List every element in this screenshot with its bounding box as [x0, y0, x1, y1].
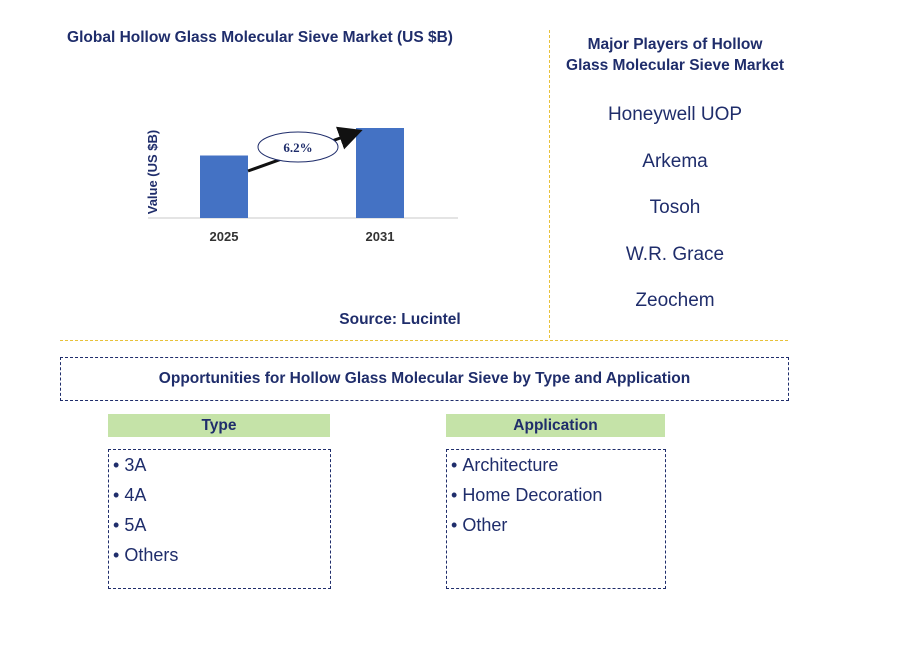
source-note: Source: Lucintel [339, 311, 461, 328]
y-axis-label: Value (US $B) [145, 130, 160, 215]
application-list: Architecture Home Decoration Other [447, 450, 665, 544]
type-list-box: 3A 4A 5A Others [108, 449, 331, 589]
cagr-ellipse [257, 131, 339, 163]
type-item: 4A [113, 484, 330, 514]
players-title-line2: Glass Molecular Sieve Market [566, 57, 784, 74]
type-header: Type [108, 414, 330, 437]
player-item: Tosoh [649, 197, 701, 218]
application-item: Home Decoration [451, 484, 665, 514]
x-tick-label: 2031 [366, 229, 395, 244]
type-item: Others [113, 544, 330, 574]
type-item: 3A [113, 454, 330, 484]
application-header: Application [446, 414, 665, 437]
horizontal-divider [60, 340, 788, 341]
type-item: 5A [113, 514, 330, 544]
vertical-divider [549, 30, 550, 338]
application-item: Other [451, 514, 665, 544]
players-title-line1: Major Players of Hollow [587, 36, 763, 53]
x-tick-label: 2025 [210, 229, 239, 244]
bar-2025 [200, 155, 248, 218]
bar-2031 [356, 128, 404, 218]
players-list: Honeywell UOP Arkema Tosoh W.R. Grace Ze… [555, 104, 795, 337]
player-item: W.R. Grace [625, 243, 725, 265]
opportunities-title: Opportunities for Hollow Glass Molecular… [60, 357, 789, 401]
player-item: Zeochem [635, 290, 715, 311]
players-title: Major Players of Hollow Glass Molecular … [555, 34, 795, 76]
player-item: Arkema [642, 150, 708, 172]
cagr-label: 6.2% [283, 140, 312, 155]
type-list: 3A 4A 5A Others [109, 450, 330, 574]
application-list-box: Architecture Home Decoration Other [446, 449, 666, 589]
player-item: Honeywell UOP [607, 104, 743, 125]
chart-title: Global Hollow Glass Molecular Sieve Mark… [67, 29, 453, 46]
market-bar-chart: Value (US $B) 2025 2031 6.2% [145, 126, 458, 244]
application-item: Architecture [451, 454, 665, 484]
